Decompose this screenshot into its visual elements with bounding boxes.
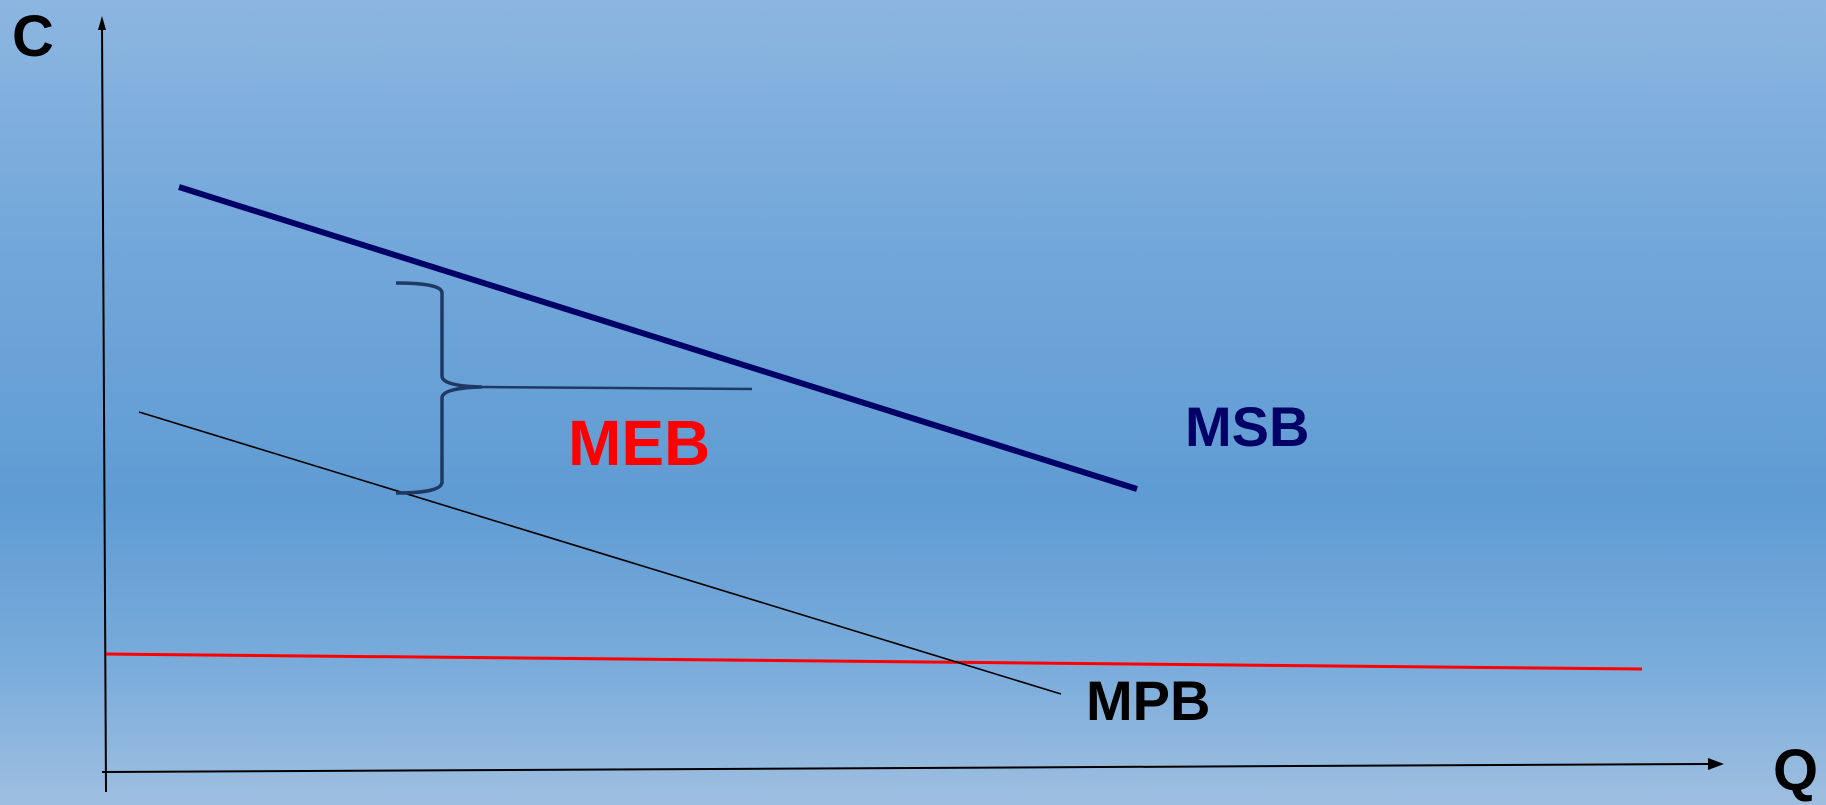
y-axis (101, 23, 107, 793)
meb-brace (395, 281, 483, 495)
meb-label: MEB (568, 407, 710, 479)
mpb-label: MPB (1086, 669, 1210, 732)
meb-line (105, 652, 1643, 671)
x-axis-label: Q (1773, 738, 1818, 803)
msb-label: MSB (1185, 395, 1309, 458)
meb-brace-pointer (481, 385, 753, 391)
x-axis (101, 763, 1709, 773)
x-axis-arrowhead (1708, 758, 1724, 770)
y-axis-label: C (12, 4, 54, 69)
mpb-curve (138, 411, 1062, 695)
y-axis-arrowhead (98, 16, 106, 30)
msb-curve (178, 184, 1138, 492)
